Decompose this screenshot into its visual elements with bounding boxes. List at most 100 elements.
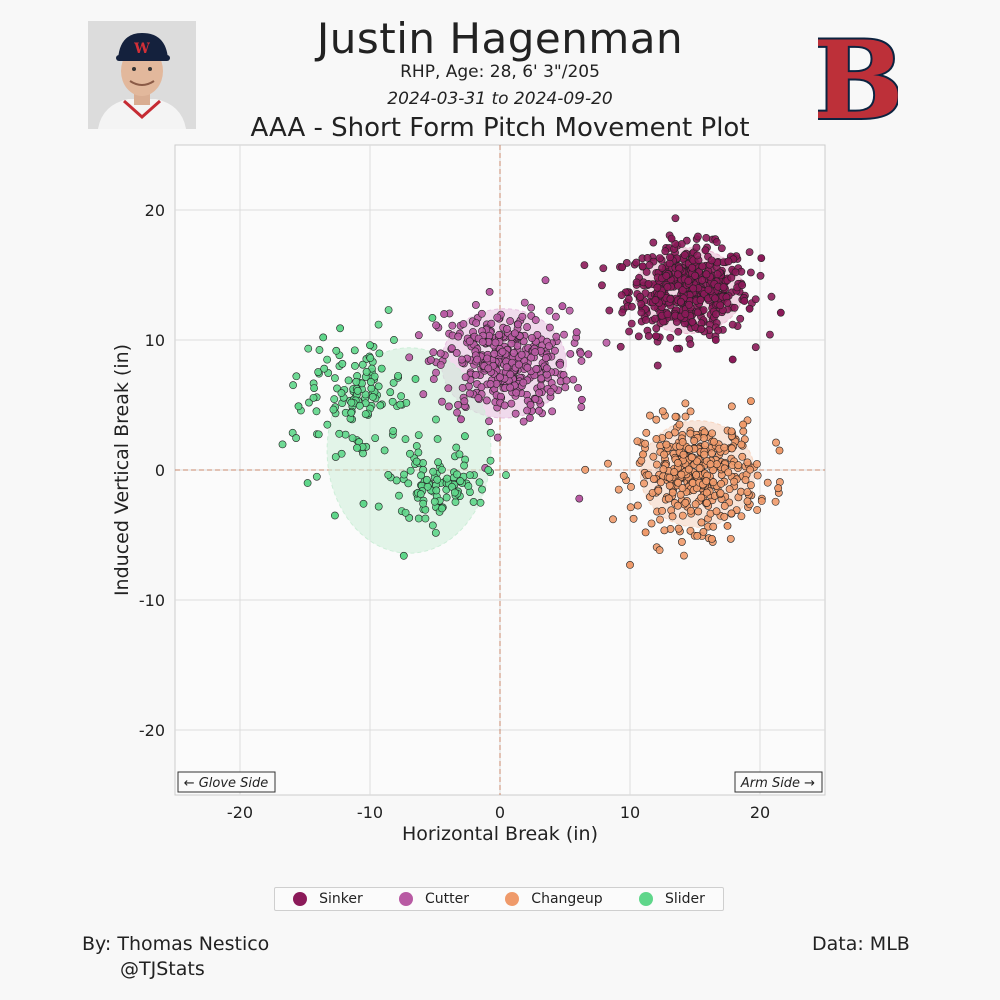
pitch-point [627, 319, 636, 328]
pitch-point [673, 344, 681, 353]
pitch-point [519, 378, 528, 387]
pitch-point [666, 333, 675, 342]
pitch-point [304, 344, 313, 353]
pitch-point [702, 488, 711, 497]
pitch-point [730, 303, 739, 312]
pitch-point [740, 297, 749, 305]
pitch-point [519, 417, 528, 426]
pitch-point [493, 313, 502, 322]
pitch-point [604, 459, 612, 468]
pitch-point [664, 494, 673, 503]
pitch-points [278, 214, 785, 569]
pitch-point [353, 443, 361, 452]
pitch-point [515, 360, 523, 369]
pitch-point [697, 493, 706, 502]
pitch-point [417, 471, 426, 480]
pitch-point [716, 301, 725, 310]
pitch-point [388, 397, 397, 406]
pitch-point [775, 446, 784, 455]
pitch-point [698, 262, 707, 271]
pitch-point [292, 434, 301, 442]
pitch-point [535, 406, 543, 415]
pitch-point [697, 325, 706, 333]
pitch-point [686, 429, 695, 438]
pitch-point [352, 377, 361, 386]
pitch-point [711, 294, 719, 303]
pitch-point [367, 384, 376, 393]
pitch-point [329, 405, 338, 414]
pitch-point [490, 349, 499, 358]
glove-side-label: ← Glove Side [177, 771, 276, 793]
pitch-point [397, 392, 406, 401]
pitch-point [723, 522, 732, 530]
pitch-point [702, 499, 711, 507]
chart-title: AAA - Short Form Pitch Movement Plot [250, 113, 750, 143]
pitch-point [305, 398, 313, 407]
pitch-point [704, 285, 713, 294]
pitch-point [728, 355, 737, 364]
pitch-point [639, 450, 647, 459]
pitch-point [455, 450, 464, 459]
tick-labels: -20 -10 0 10 20 -20 -10 0 10 20 [139, 201, 770, 822]
pitch-point [584, 350, 593, 359]
pitch-point [443, 474, 451, 483]
pitch-point [384, 306, 393, 314]
pitch-point [673, 459, 682, 467]
pitch-point [653, 361, 662, 370]
pitch-point [774, 484, 783, 493]
pitch-point [691, 271, 699, 280]
pitch-point [616, 342, 625, 351]
legend-marker [399, 892, 414, 906]
pitch-point [471, 370, 480, 379]
pitch-point [347, 398, 356, 407]
pitch-point [709, 522, 718, 531]
legend-item-changeup: Changeup [505, 891, 603, 907]
pitch-point [394, 371, 403, 380]
pitch-point [452, 349, 461, 357]
pitch-point [401, 435, 410, 444]
pitch-point [506, 370, 515, 379]
pitch-point [665, 473, 674, 482]
pitch-point [477, 309, 486, 318]
pitch-point [649, 452, 658, 461]
pitch-point [422, 475, 431, 484]
pitch-point [451, 498, 460, 506]
pitch-point [457, 355, 466, 364]
pitch-point [558, 302, 567, 311]
pitch-point [678, 286, 687, 294]
pitch-point [649, 238, 658, 247]
pitch-point [507, 399, 516, 408]
pitch-point [655, 254, 664, 263]
player-name: Justin Hagenman [316, 14, 684, 63]
pitch-point [427, 356, 435, 364]
pitch-point [453, 470, 461, 479]
byline-handle: @TJStats [120, 958, 205, 980]
pitch-point [680, 551, 688, 560]
pitch-point [711, 336, 720, 344]
pitch-point [743, 458, 752, 467]
pitch-point [414, 431, 423, 440]
pitch-point [526, 400, 535, 409]
pitch-point [507, 339, 516, 348]
pitch-point [693, 308, 702, 317]
pitch-point [389, 427, 398, 435]
pitch-point [660, 526, 669, 535]
pitch-point [303, 479, 312, 487]
pitch-point [433, 475, 442, 484]
pitch-point [701, 441, 709, 450]
legend-item-cutter: Cutter [399, 891, 469, 907]
pitch-point [745, 304, 754, 313]
pitch-point [674, 524, 683, 533]
pitch-point [502, 363, 511, 372]
player-headshot-icon: W [88, 21, 196, 129]
pitch-point [734, 461, 743, 470]
pitch-point [677, 470, 686, 479]
pitch-point [552, 332, 561, 341]
pitch-point [609, 515, 617, 524]
pitch-point [428, 313, 437, 322]
x-tick-label: 20 [750, 803, 770, 822]
pitch-point [674, 478, 683, 487]
pitch-point [702, 270, 711, 279]
pitch-point [641, 528, 650, 537]
pitch-point [361, 410, 370, 418]
